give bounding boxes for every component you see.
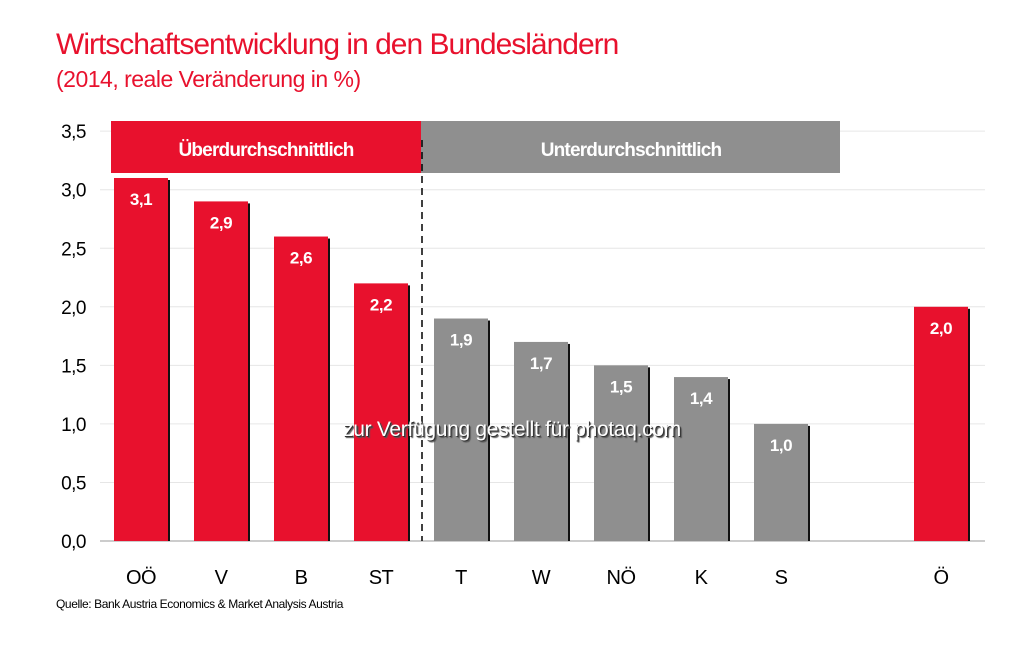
x-tick-label: T <box>455 567 467 589</box>
x-tick-label: OÖ <box>126 567 156 589</box>
data-label: 2,0 <box>930 319 952 338</box>
bar-K <box>674 377 728 541</box>
bar-B <box>274 236 328 542</box>
bar-ST <box>354 283 408 541</box>
chart-title: Wirtschaftsentwicklung in den Bundesländ… <box>56 28 619 61</box>
y-tick-label: 1,5 <box>61 356 86 377</box>
data-label: 1,0 <box>770 436 792 455</box>
x-tick-label: W <box>532 567 551 589</box>
data-label: 2,2 <box>370 295 392 314</box>
y-tick-label: 2,5 <box>61 239 86 260</box>
x-tick-label: ST <box>369 567 394 589</box>
bar-NÖ <box>594 365 648 541</box>
x-tick-label: S <box>775 567 788 589</box>
x-tick-label: Ö <box>933 567 948 589</box>
source-note: Quelle: Bank Austria Economics & Market … <box>56 597 344 611</box>
header-above-average <box>111 121 421 173</box>
y-tick-label: 3,5 <box>61 122 86 143</box>
data-label: 3,1 <box>130 190 152 209</box>
x-tick-label: V <box>215 567 229 589</box>
data-label: 1,5 <box>610 377 632 396</box>
data-label: 1,4 <box>690 389 713 408</box>
y-tick-label: 3,0 <box>61 181 86 202</box>
bar-S <box>754 423 808 541</box>
bar-OÖ <box>114 177 168 542</box>
data-label: 2,9 <box>210 213 232 232</box>
data-label: 1,7 <box>530 354 552 373</box>
bar-W <box>514 341 568 541</box>
data-label: 1,9 <box>450 331 472 350</box>
y-tick-label: 0,0 <box>61 532 86 553</box>
bar-V <box>194 201 248 541</box>
x-tick-label: B <box>295 567 308 589</box>
header-above-average-label: Überdurchschnittlich <box>178 140 353 161</box>
chart-subtitle: (2014, reale Veränderung in %) <box>56 66 361 92</box>
x-tick-label: K <box>695 567 709 589</box>
header-below-average-label: Unterdurchschnittlich <box>541 140 722 161</box>
y-tick-label: 0,5 <box>61 473 86 494</box>
bar-T <box>434 318 488 541</box>
x-tick-label: NÖ <box>607 567 636 589</box>
header-below-average <box>421 121 840 173</box>
data-label: 2,6 <box>290 249 312 268</box>
bar-Ö <box>914 306 968 541</box>
y-tick-label: 2,0 <box>61 298 86 319</box>
y-tick-label: 1,0 <box>61 415 86 436</box>
